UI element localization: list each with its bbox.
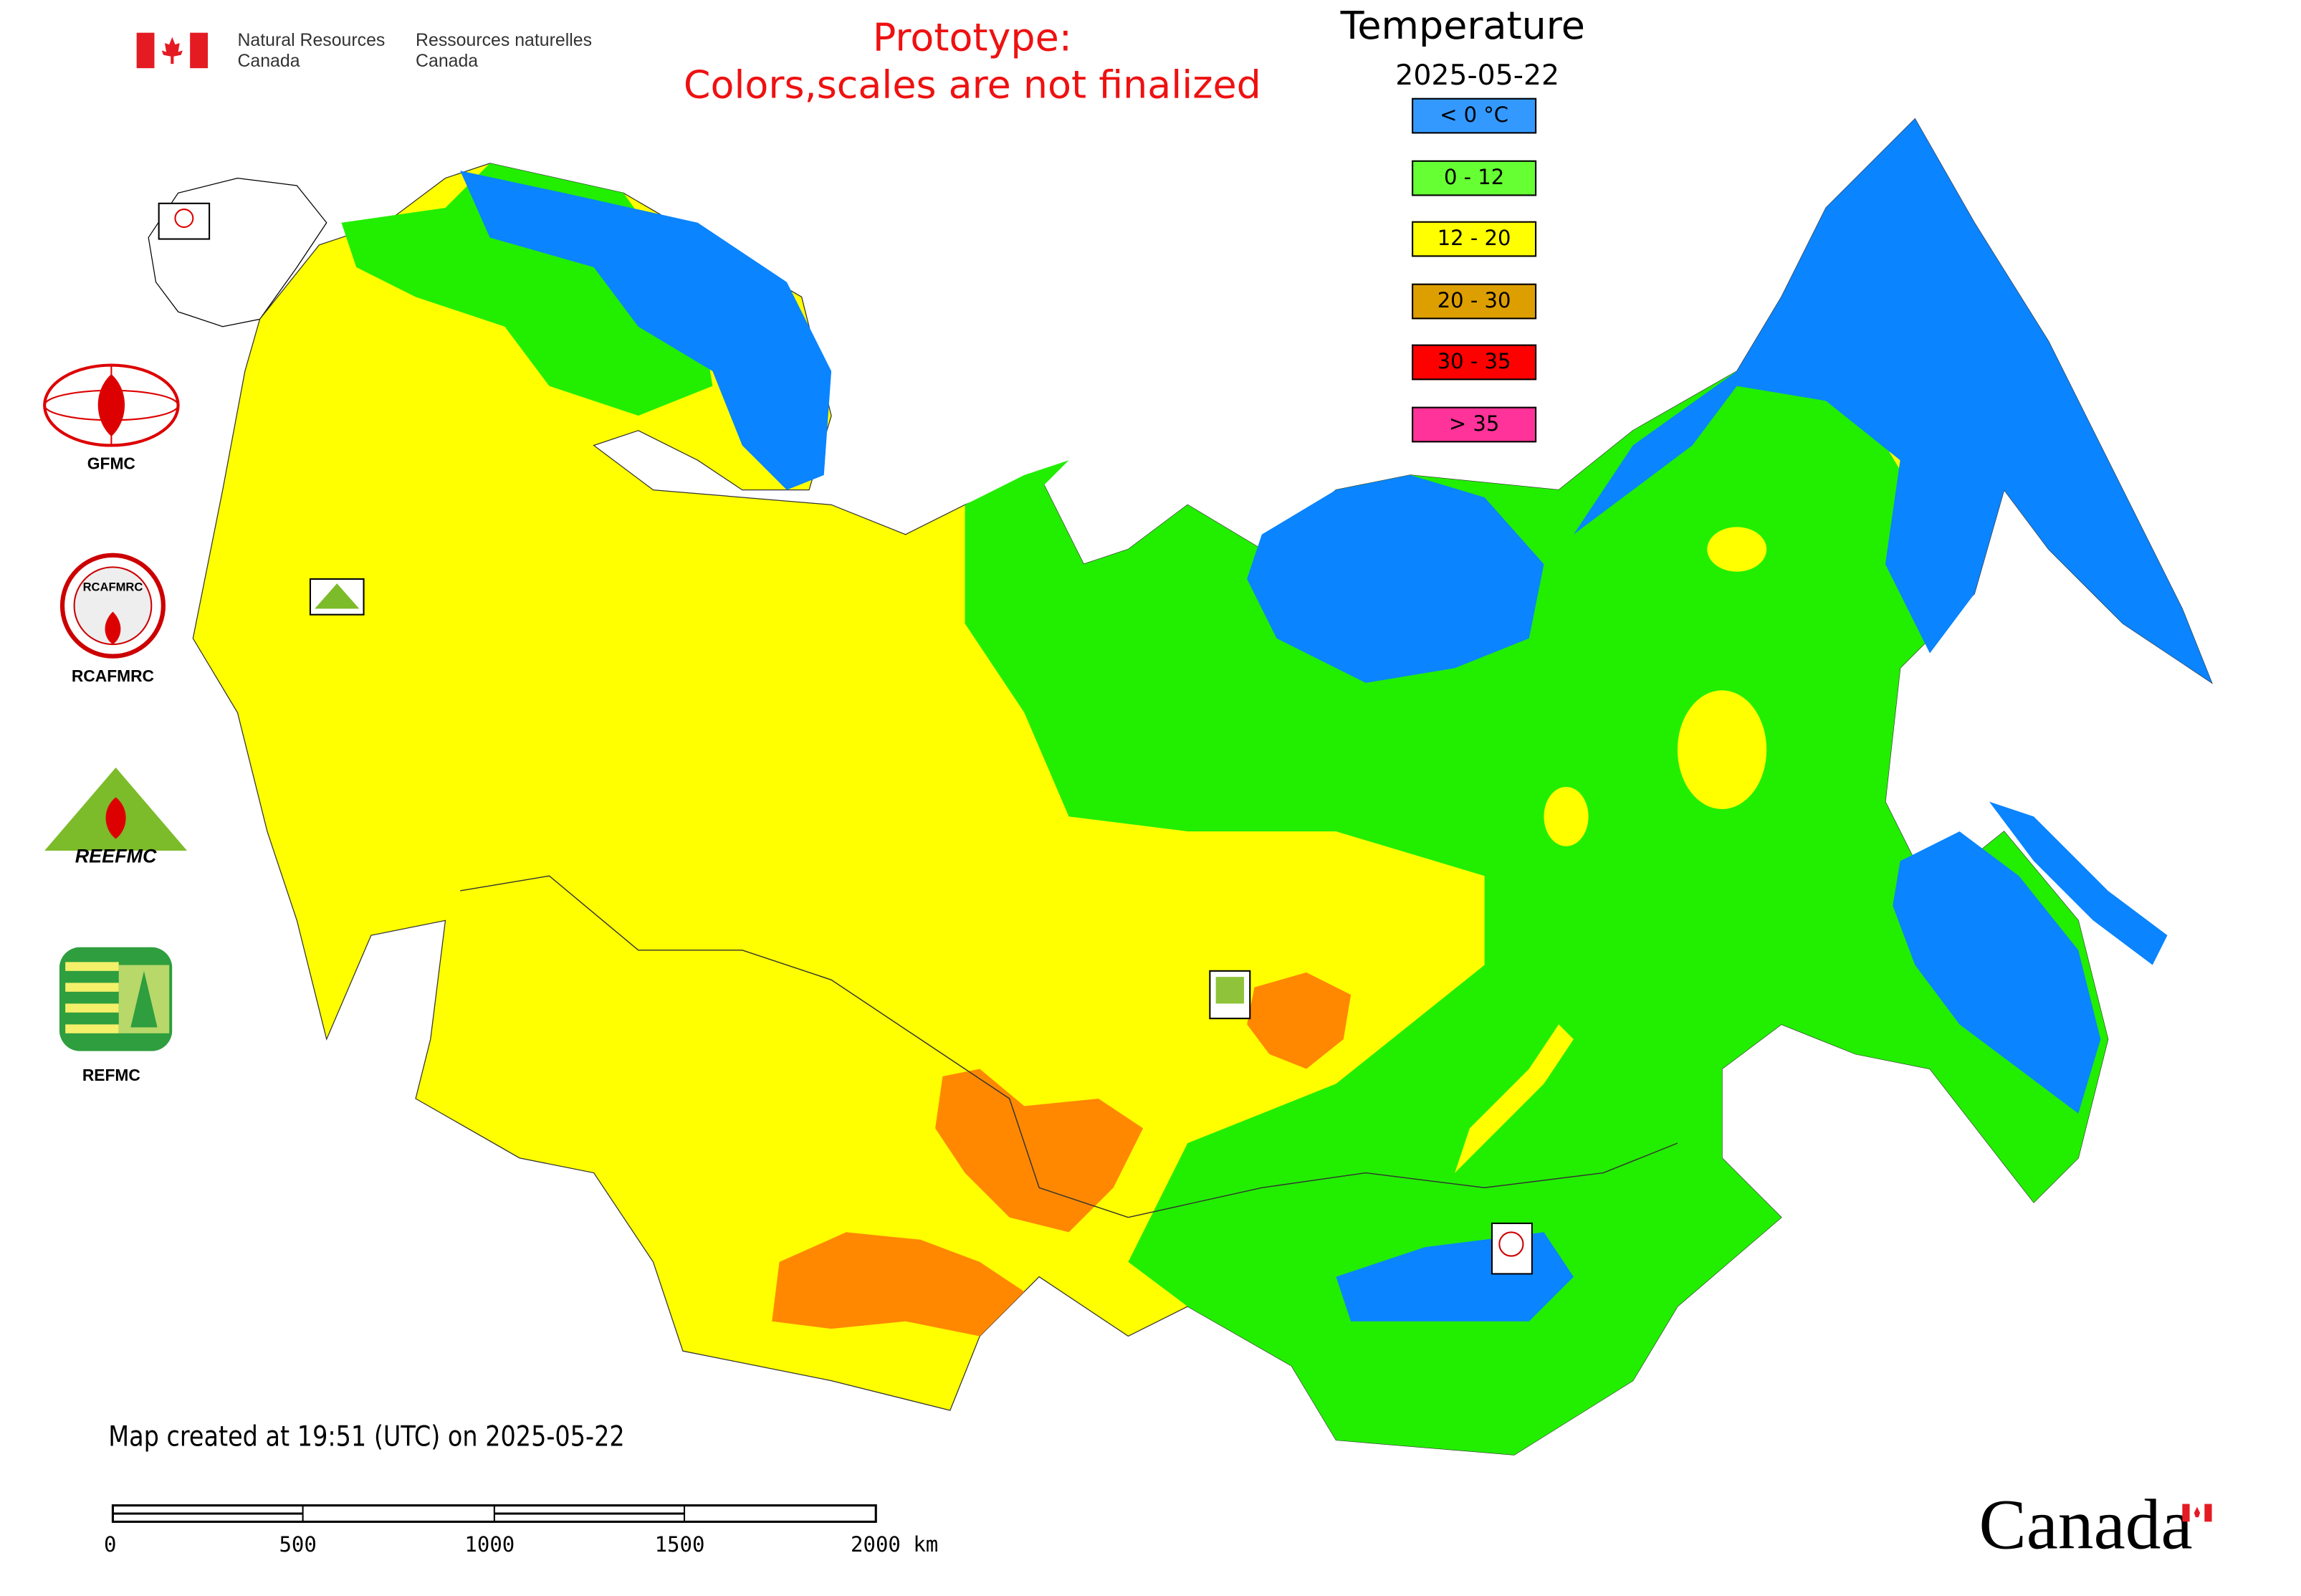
legend-item: 12 - 20 — [1412, 221, 1537, 257]
scale-tick-1000: 1000 — [464, 1533, 515, 1558]
nrcan-fr-line2: Canada — [416, 50, 479, 72]
region-cold-novaya-zemlya — [965, 460, 1069, 520]
legend-date: 2025-05-22 — [1395, 59, 1560, 92]
legend-item: > 35 — [1412, 406, 1537, 442]
nrcan-en-line2: Canada — [237, 50, 300, 72]
prototype-notice: Prototype: Colors,scales are not finaliz… — [654, 15, 1292, 110]
scale-tick-500: 500 — [279, 1533, 317, 1558]
region-cold-far-east — [1893, 831, 2101, 1114]
region-mild-patch — [1707, 527, 1767, 572]
region-cold-sakhalin — [1989, 801, 2168, 965]
canada-flag-icon — [136, 32, 209, 69]
region-cold-taymyr — [1247, 474, 1544, 683]
canada-wordmark: Canada — [1979, 1486, 2193, 1565]
legend-item: < 0 °C — [1412, 97, 1537, 134]
rcafmrc-label: RCAFMRC — [71, 668, 155, 687]
prototype-line2: Colors,scales are not finalized — [683, 64, 1261, 109]
svg-text:RCAFMRC: RCAFMRC — [83, 580, 143, 593]
nrcan-en-line1: Natural Resources — [237, 29, 386, 51]
scale-tick-0: 0 — [104, 1533, 117, 1558]
country-border — [1128, 1142, 1678, 1218]
legend-item: 20 - 30 — [1412, 282, 1537, 319]
region-cold-northeast — [1573, 118, 2212, 683]
region-warm — [1247, 972, 1352, 1069]
scale-tick-2000: 2000 km — [851, 1533, 939, 1558]
canada-wordmark-flag-icon — [2182, 1499, 2212, 1527]
nrcan-fr-line1: Ressources naturelles — [416, 29, 593, 51]
refmc-marker-icon — [1215, 977, 1245, 1004]
station-marker-rcafmrc — [1491, 1222, 1533, 1275]
rcafmrc-logo: RCAFMRC — [59, 553, 166, 665]
map-created-timestamp: Map created at 19:51 (UTC) on 2025-05-22 — [108, 1420, 625, 1454]
reefmc-marker-icon — [315, 583, 360, 609]
region-cool — [965, 371, 2108, 1456]
reefmc-logo: REEFMC — [39, 765, 193, 871]
nrcan-english-name: Natural Resources Canada — [237, 29, 385, 71]
legend-item: 30 - 35 — [1412, 344, 1537, 381]
region-mild-patch — [1544, 786, 1589, 846]
region-mild-baikal — [1455, 1024, 1574, 1173]
refmc-label: REFMC — [82, 1067, 140, 1086]
gfmc-marker-icon — [174, 209, 194, 228]
region-warm — [772, 1232, 1025, 1337]
scale-tick-1500: 1500 — [654, 1533, 705, 1558]
country-border — [460, 875, 1129, 1218]
nrcan-french-name: Ressources naturelles Canada — [416, 29, 592, 71]
gfmc-label: GFMC — [87, 455, 135, 474]
legend-item: 0 - 12 — [1412, 159, 1537, 196]
svg-text:REEFMC: REEFMC — [75, 846, 157, 866]
gfmc-logo — [42, 362, 181, 454]
region-mild-patch — [1677, 690, 1767, 810]
scale-bar — [111, 1502, 883, 1530]
prototype-line1: Prototype: — [872, 16, 1072, 61]
region-cold-kola — [460, 171, 832, 490]
region-warm — [935, 1069, 1144, 1233]
legend-title: Temperature — [1340, 4, 1585, 49]
rcafmrc-marker-icon — [1498, 1231, 1524, 1257]
refmc-logo — [59, 947, 173, 1057]
